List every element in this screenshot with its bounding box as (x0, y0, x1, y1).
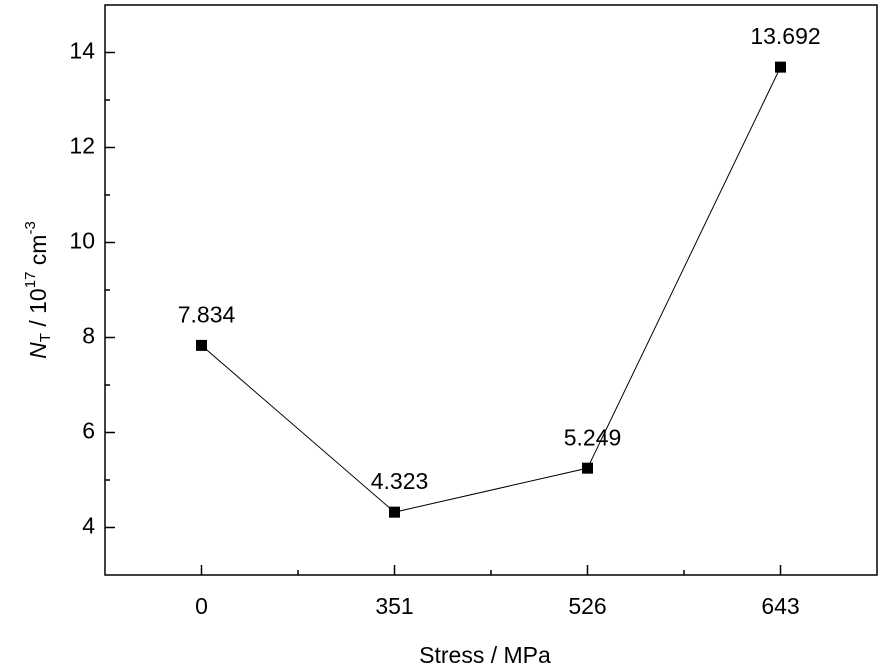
series-line (201, 66, 781, 513)
x-axis-label: Stress / MPa (419, 642, 551, 668)
data-label: 4.323 (371, 468, 429, 494)
y-label-text: / 10 (25, 288, 51, 333)
y-axis-label: NT / 1017 cm-3 (22, 221, 54, 359)
y-label-unit: cm (25, 235, 51, 272)
y-tick-label: 4 (82, 513, 95, 539)
data-marker (389, 506, 400, 518)
y-label-symbol: N (25, 342, 51, 359)
y-label-exponent: 17 (22, 272, 39, 289)
y-label-subscript: T (37, 333, 54, 342)
y-tick-label: 14 (69, 38, 95, 64)
y-label-unit-exponent: -3 (22, 221, 39, 234)
x-tick-label: 526 (568, 593, 606, 619)
y-tick-label: 8 (82, 323, 95, 349)
data-label: 5.249 (564, 424, 622, 450)
plot-frame (104, 4, 878, 576)
y-tick-label: 12 (69, 133, 95, 159)
data-marker (775, 61, 786, 73)
y-tick-label: 10 (69, 228, 95, 254)
data-marker (196, 339, 207, 351)
data-label: 13.692 (750, 23, 820, 49)
x-tick-label: 0 (195, 593, 208, 619)
data-label: 7.834 (178, 301, 236, 327)
data-marker (582, 462, 593, 474)
x-tick-label: 351 (375, 593, 413, 619)
x-tick-label: 643 (761, 593, 799, 619)
y-tick-label: 6 (82, 418, 95, 444)
